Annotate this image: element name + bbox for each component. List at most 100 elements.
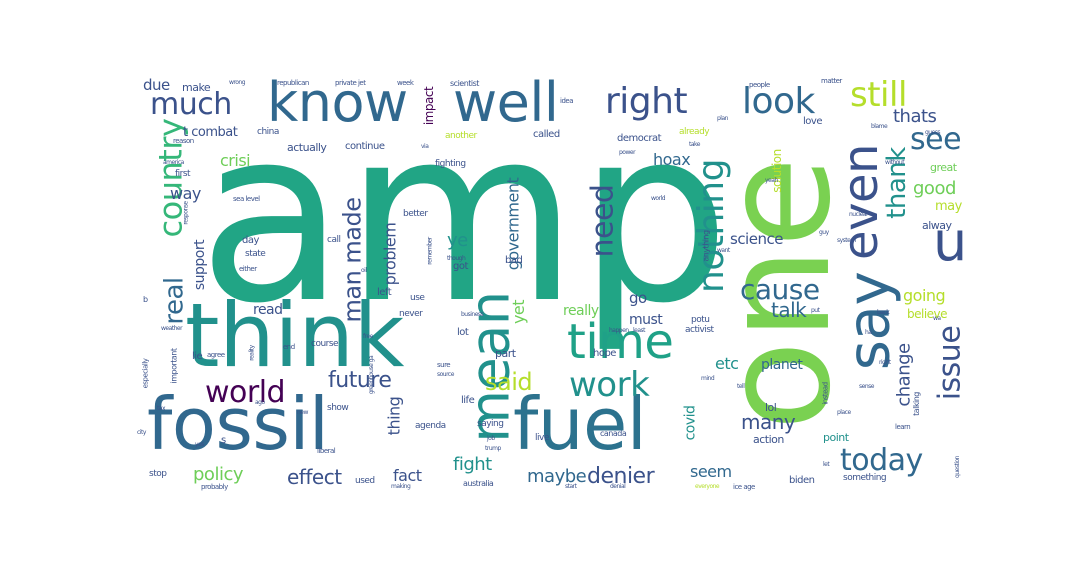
word-many: many — [741, 410, 796, 434]
word-going: going — [903, 286, 946, 305]
word-australia: australia — [463, 479, 494, 488]
word-policy: policy — [193, 464, 244, 485]
word-show: show — [327, 403, 349, 413]
word-system: system — [837, 237, 856, 244]
word-crisi: crisi — [220, 151, 251, 170]
word-action: action — [753, 433, 784, 446]
word-day: day — [242, 235, 259, 246]
word-matter: matter — [821, 77, 842, 85]
word-week: week — [397, 79, 414, 87]
word-ye: ye — [447, 230, 468, 251]
word-way: way — [170, 184, 201, 203]
word-real: real — [159, 277, 190, 325]
word-t-combat: t combat — [183, 125, 238, 140]
word-especially: especially — [141, 358, 150, 389]
word-part: part — [495, 347, 516, 360]
word-activist: activist — [685, 325, 714, 335]
word-important: important — [169, 348, 179, 384]
word-first: first — [175, 169, 191, 179]
word-thats: thats — [893, 106, 937, 127]
word-new: new — [297, 409, 308, 416]
word-biden: biden — [789, 475, 815, 486]
word-read: read — [253, 302, 283, 318]
word-china: china — [257, 127, 279, 137]
word-yet: yet — [509, 299, 529, 325]
word-reason: reason — [173, 137, 194, 145]
word-said: said — [485, 368, 533, 396]
word-bad: bad — [505, 255, 523, 266]
word-greenhouse-ga: greenhouse ga — [368, 355, 376, 395]
word-america: america — [163, 159, 184, 166]
word-cloud: amp one think fossil fuel know well mean… — [135, 70, 969, 498]
word-man-made: man made — [338, 197, 367, 323]
word-sure: sure — [437, 361, 451, 369]
word-lot: lot — [457, 327, 469, 338]
word-course: course — [311, 339, 339, 349]
word-much: much — [150, 87, 232, 122]
word-covid: covid — [682, 405, 699, 441]
word-via: via — [421, 143, 429, 150]
word-planet: planet — [761, 357, 803, 373]
word-least: least — [633, 327, 646, 334]
word-everyone: everyone — [695, 483, 720, 490]
word-trump: trump — [485, 445, 501, 452]
word-cause: cause — [740, 273, 820, 306]
word-idea: idea — [560, 97, 573, 105]
word-point: point — [823, 431, 849, 444]
word-actually: actually — [287, 141, 327, 154]
word-say: say — [834, 271, 903, 371]
word-u: u — [933, 210, 967, 273]
word-state: state — [245, 249, 266, 259]
word-used: used — [355, 476, 375, 486]
word-tax: tax — [157, 405, 166, 412]
word-oil: oil — [361, 267, 367, 274]
word-right-small: right — [879, 359, 891, 366]
word-already: already — [679, 127, 710, 137]
word-seem: seem — [690, 462, 732, 481]
word-support: support — [192, 239, 209, 291]
word-use: use — [410, 293, 425, 303]
word-end: end — [283, 343, 295, 351]
word-yes: yes — [195, 441, 204, 448]
word-job: job — [487, 435, 495, 442]
word-alway: alway — [922, 219, 952, 232]
word-weather: weather — [161, 325, 183, 332]
word-mind: mind — [701, 375, 715, 382]
word-people: people — [749, 81, 770, 89]
word-start: start — [565, 483, 577, 490]
word-hope: hope — [593, 348, 616, 359]
word-remember: remember — [426, 237, 434, 265]
word-work: work — [569, 365, 650, 405]
word-city: city — [137, 429, 146, 436]
word-want: want — [717, 247, 730, 254]
word-got: got — [453, 261, 468, 272]
word-left: left — [377, 287, 392, 298]
word-power: power — [619, 149, 636, 156]
word-saying: saying — [477, 419, 504, 429]
word-better: better — [403, 209, 428, 219]
word-make: make — [182, 81, 211, 94]
word-private-jet: private jet — [335, 79, 366, 87]
word-great: great — [930, 161, 957, 174]
word-learn: learn — [895, 423, 911, 431]
word-stop: stop — [149, 469, 167, 479]
word-response: response — [182, 201, 190, 225]
word-question: question — [953, 456, 961, 478]
word-time: time — [567, 314, 674, 370]
word-b: b — [143, 295, 148, 304]
word-tell: tell — [737, 383, 745, 390]
word-blame: blame — [871, 123, 888, 130]
word-denier: denier — [587, 464, 655, 489]
word-scientist: scientist — [450, 79, 479, 88]
word-issue: issue — [932, 325, 968, 401]
word-business: business — [461, 311, 484, 318]
word-ice-age: ice age — [733, 483, 755, 491]
word-probably: probably — [201, 483, 228, 491]
word-love: love — [803, 116, 822, 127]
word-reality: reality — [248, 345, 256, 361]
word-effect: effect — [287, 465, 342, 489]
word-lol: lol — [765, 401, 777, 414]
word-live: live — [535, 433, 549, 443]
word-life: life — [461, 395, 475, 406]
word-nothing: nothing — [690, 159, 732, 293]
